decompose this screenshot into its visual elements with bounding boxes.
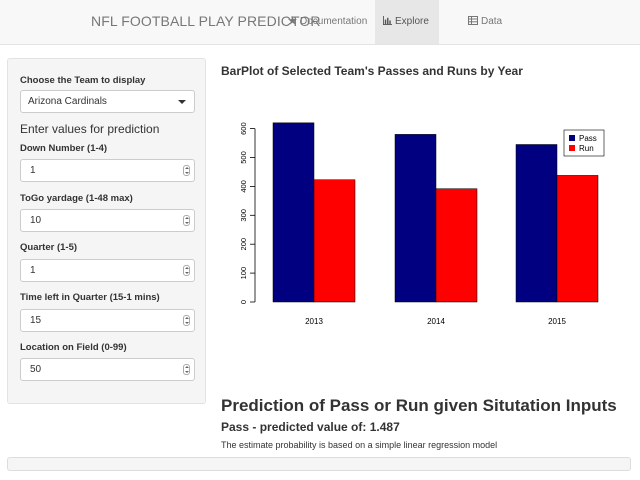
table-icon [468,16,478,25]
tab-data[interactable]: Data [460,0,520,44]
field-location-input[interactable]: 50 [20,358,195,381]
time-left-label: Time left in Quarter (15-1 mins) [20,292,160,303]
tab-explore-label: Explore [395,16,429,27]
bar-pass-2014 [394,134,437,303]
tab-data-label: Data [481,16,503,27]
y-tick-label: 100 [239,267,248,280]
prediction-value: Pass - predicted value of: 1.487 [221,420,400,434]
bar-pass-2013 [272,122,315,303]
legend-swatch-pass [569,135,575,141]
chart-title: BarPlot of Selected Team's Passes and Ru… [221,64,523,78]
bar-run-2015 [556,175,599,303]
togo-yardage-value: 10 [30,215,42,226]
x-category-label: 2013 [305,317,323,326]
spinner-icon[interactable] [183,265,190,276]
y-tick-label: 300 [239,209,248,222]
y-tick-label: 400 [239,180,248,193]
x-category-label: 2015 [548,317,566,326]
tab-explore[interactable]: Explore [375,0,439,44]
team-select-value: Arizona Cardinals [28,96,107,107]
field-location-value: 50 [30,364,42,375]
down-number-input[interactable]: 1 [20,159,195,182]
tab-documentation-label: Documentation [300,16,368,27]
down-number-label: Down Number (1-4) [20,143,108,154]
y-tick-label: 0 [239,300,248,304]
legend-label-run: Run [579,144,594,153]
star-icon [288,16,297,25]
y-tick-label: 200 [239,238,248,251]
x-category-label: 2014 [427,317,445,326]
legend-label-pass: Pass [579,134,597,143]
spinner-icon[interactable] [183,315,190,326]
quarter-input[interactable]: 1 [20,259,195,282]
spinner-icon[interactable] [183,215,190,226]
footer-panel [7,457,631,471]
prediction-note: The estimate probability is based on a s… [221,440,498,450]
legend-box [563,129,605,157]
tab-documentation[interactable]: Documentation [280,0,372,44]
bar-run-2014 [435,188,478,303]
y-tick-label: 600 [239,122,248,135]
spinner-icon[interactable] [183,364,190,375]
sidebar-panel: Choose the Team to display Arizona Cardi… [7,58,206,404]
down-number-value: 1 [30,165,36,176]
legend-swatch-run [569,145,575,151]
team-select-label: Choose the Team to display [20,75,146,86]
prediction-section-title: Enter values for prediction [20,122,160,136]
quarter-value: 1 [30,265,36,276]
time-left-input[interactable]: 15 [20,309,195,332]
spinner-icon[interactable] [183,165,190,176]
bar-pass-2015 [515,144,558,303]
bar-run-2013 [313,179,356,303]
app-brand[interactable]: NFL FOOTBALL PLAY PREDICTOR [91,13,321,29]
bar-chart-icon [383,16,392,25]
navbar: NFL FOOTBALL PLAY PREDICTOR Documentatio… [0,0,640,45]
quarter-label: Quarter (1-5) [20,242,78,253]
togo-yardage-input[interactable]: 10 [20,209,195,232]
togo-yardage-label: ToGo yardage (1-48 max) [20,193,133,204]
chevron-down-icon [178,100,186,104]
y-tick-label: 500 [239,151,248,164]
team-select[interactable]: Arizona Cardinals [20,90,195,113]
prediction-title: Prediction of Pass or Run given Situtati… [221,396,617,415]
field-location-label: Location on Field (0-99) [20,342,127,353]
time-left-value: 15 [30,315,42,326]
